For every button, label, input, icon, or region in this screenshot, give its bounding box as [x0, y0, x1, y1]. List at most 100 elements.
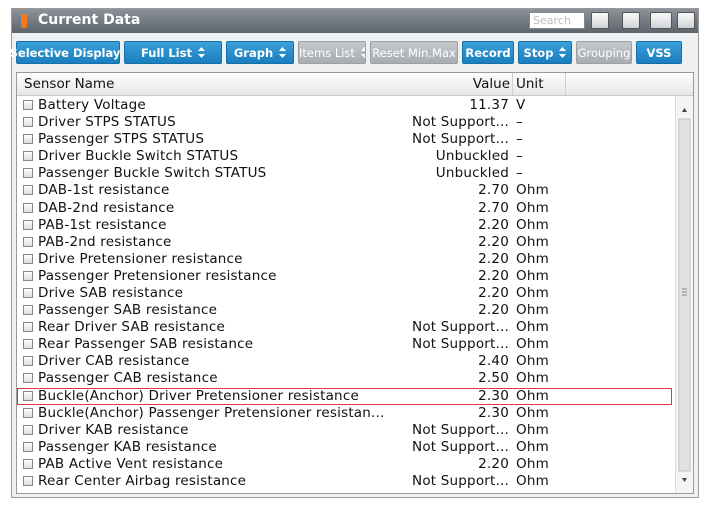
checkbox[interactable] — [23, 322, 33, 333]
table-row[interactable]: Rear Passenger SAB resistance Not Support… — [17, 336, 672, 353]
checkbox[interactable] — [23, 168, 33, 179]
checkbox[interactable] — [23, 202, 33, 213]
unit: Ohm — [516, 216, 549, 233]
table-row[interactable]: PAB Active Vent resistance 2.20 Ohm — [17, 456, 672, 473]
toolbar-button[interactable]: VSS — [636, 41, 682, 64]
sensor-name: PAB Active Vent resistance — [38, 455, 224, 472]
scrollbar-arrows — [678, 108, 691, 482]
button-label: Items List — [299, 45, 355, 60]
toolbar-button[interactable]: Record — [462, 41, 514, 64]
toolbar-button[interactable]: Graph — [226, 41, 294, 64]
sensor-name: Battery Voltage — [38, 97, 146, 113]
checkbox[interactable] — [23, 458, 33, 469]
toolbar-button[interactable]: Items List — [298, 41, 366, 64]
search-box[interactable]: Search — [529, 12, 585, 29]
title-icon — [21, 14, 27, 28]
sensor-name: Passenger Buckle Switch STATUS — [38, 165, 267, 182]
value: 2.20 — [478, 216, 509, 233]
checkbox[interactable] — [23, 339, 33, 350]
column-header[interactable]: Sensor Name — [24, 76, 115, 92]
table-row[interactable]: Driver CAB resistance 2.40 Ohm — [17, 353, 672, 370]
column-header[interactable]: Unit — [516, 76, 544, 92]
checkbox[interactable] — [23, 407, 33, 418]
checkbox[interactable] — [23, 373, 33, 384]
button-label: Record — [465, 45, 511, 60]
checkbox[interactable] — [23, 253, 33, 264]
table-row[interactable]: Passenger SAB resistance 2.20 Ohm — [17, 302, 672, 319]
value: Unbuckled — [435, 165, 509, 182]
sensor-name: Buckle(Anchor) Driver Pretensioner resis… — [38, 387, 359, 404]
toolbar-button[interactable]: Stop — [518, 41, 572, 64]
toolbar-button[interactable]: Full List — [124, 41, 222, 64]
checkbox[interactable] — [23, 424, 33, 435]
value: 2.20 — [478, 302, 509, 319]
unit: Ohm — [516, 319, 549, 336]
column-divider — [512, 73, 513, 95]
list-button[interactable] — [622, 12, 640, 29]
window-title: Current Data — [38, 12, 141, 28]
value: 2.50 — [478, 370, 509, 387]
unit: Ohm — [516, 233, 549, 250]
checkbox[interactable] — [23, 151, 33, 162]
toolbar-button[interactable]: Grouping — [576, 41, 632, 64]
checkbox[interactable] — [23, 356, 33, 367]
table-row[interactable]: Buckle(Anchor) Passenger Pretensioner re… — [17, 405, 672, 422]
table-row[interactable]: Passenger KAB resistance Not Support... Oh… — [17, 439, 672, 456]
table-row[interactable]: Driver Buckle Switch STATUS Unbuckled – — [17, 148, 672, 165]
button-label: Stop — [523, 45, 554, 60]
table-row[interactable]: Rear Driver SAB resistance Not Support...… — [17, 319, 672, 336]
table-row[interactable]: Passenger Pretensioner resistance 2.20 Ohm — [17, 268, 672, 285]
table-row[interactable]: Passenger Buckle Switch STATUS Unbuckled – — [17, 165, 672, 182]
checkbox[interactable] — [23, 134, 33, 145]
search-button[interactable] — [591, 12, 609, 29]
button-label: VSS — [646, 45, 672, 60]
checkbox[interactable] — [23, 185, 33, 196]
table-row[interactable]: Battery Voltage 11.37 V — [17, 97, 672, 114]
checkbox[interactable] — [23, 270, 33, 281]
checkbox[interactable] — [23, 117, 33, 128]
value: 11.37 — [469, 97, 509, 113]
column-divider — [565, 73, 566, 95]
toolbar-button[interactable]: Reset Min.Max — [370, 41, 458, 64]
value: 2.20 — [478, 284, 509, 301]
unit: – — [516, 165, 523, 182]
table-row[interactable]: Drive SAB resistance 2.20 Ohm — [17, 285, 672, 302]
sensor-name: Rear Passenger SAB resistance — [38, 336, 254, 353]
title-bar: Current Data Search — [12, 9, 698, 33]
sensor-name: Driver CAB resistance — [38, 353, 190, 370]
unit: Ohm — [516, 438, 549, 455]
unit: Ohm — [516, 472, 549, 489]
unit: Ohm — [516, 404, 549, 421]
table-row[interactable]: PAB-1st resistance 2.20 Ohm — [17, 217, 672, 234]
table-row[interactable]: DAB-2nd resistance 2.70 Ohm — [17, 200, 672, 217]
table-row[interactable]: Driver KAB resistance Not Support... Ohm — [17, 422, 672, 439]
column-header[interactable]: Value — [472, 76, 510, 92]
unit: Ohm — [516, 455, 549, 472]
table-row[interactable]: Rear Center Airbag resistance Not Support… — [17, 473, 672, 490]
unit: Ohm — [516, 267, 549, 284]
table-row[interactable]: PAB-2nd resistance 2.20 Ohm — [17, 234, 672, 251]
scrollbar[interactable] — [675, 96, 693, 493]
value: 2.20 — [478, 250, 509, 267]
value: Not Support... — [412, 336, 509, 353]
menu-button[interactable] — [677, 12, 695, 29]
checkbox[interactable] — [23, 287, 33, 298]
table-row[interactable]: Passenger CAB resistance 2.50 Ohm — [17, 370, 672, 387]
checkbox[interactable] — [23, 475, 33, 486]
sensor-name: Driver STPS STATUS — [38, 114, 176, 131]
checkbox[interactable] — [23, 219, 33, 230]
table-row[interactable]: DAB-1st resistance 2.70 Ohm — [17, 182, 672, 199]
checkbox[interactable] — [23, 441, 33, 452]
checkbox[interactable] — [23, 305, 33, 316]
retry-button[interactable] — [650, 12, 672, 29]
table-row[interactable]: Drive Pretensioner resistance 2.20 Ohm — [17, 251, 672, 268]
value: Not Support... — [412, 421, 509, 438]
data-table: Sensor Name Value Unit Battery Voltage 11… — [16, 72, 694, 494]
table-row[interactable]: Driver STPS STATUS Not Support... – — [17, 114, 672, 131]
checkbox[interactable] — [23, 236, 33, 247]
table-row[interactable]: Passenger STPS STATUS Not Support... – — [17, 131, 672, 148]
checkbox[interactable] — [23, 100, 33, 110]
table-row[interactable]: Buckle(Anchor) Driver Pretensioner resis… — [17, 387, 672, 405]
checkbox[interactable] — [23, 390, 33, 401]
toolbar-button[interactable]: Selective Display — [10, 41, 120, 64]
